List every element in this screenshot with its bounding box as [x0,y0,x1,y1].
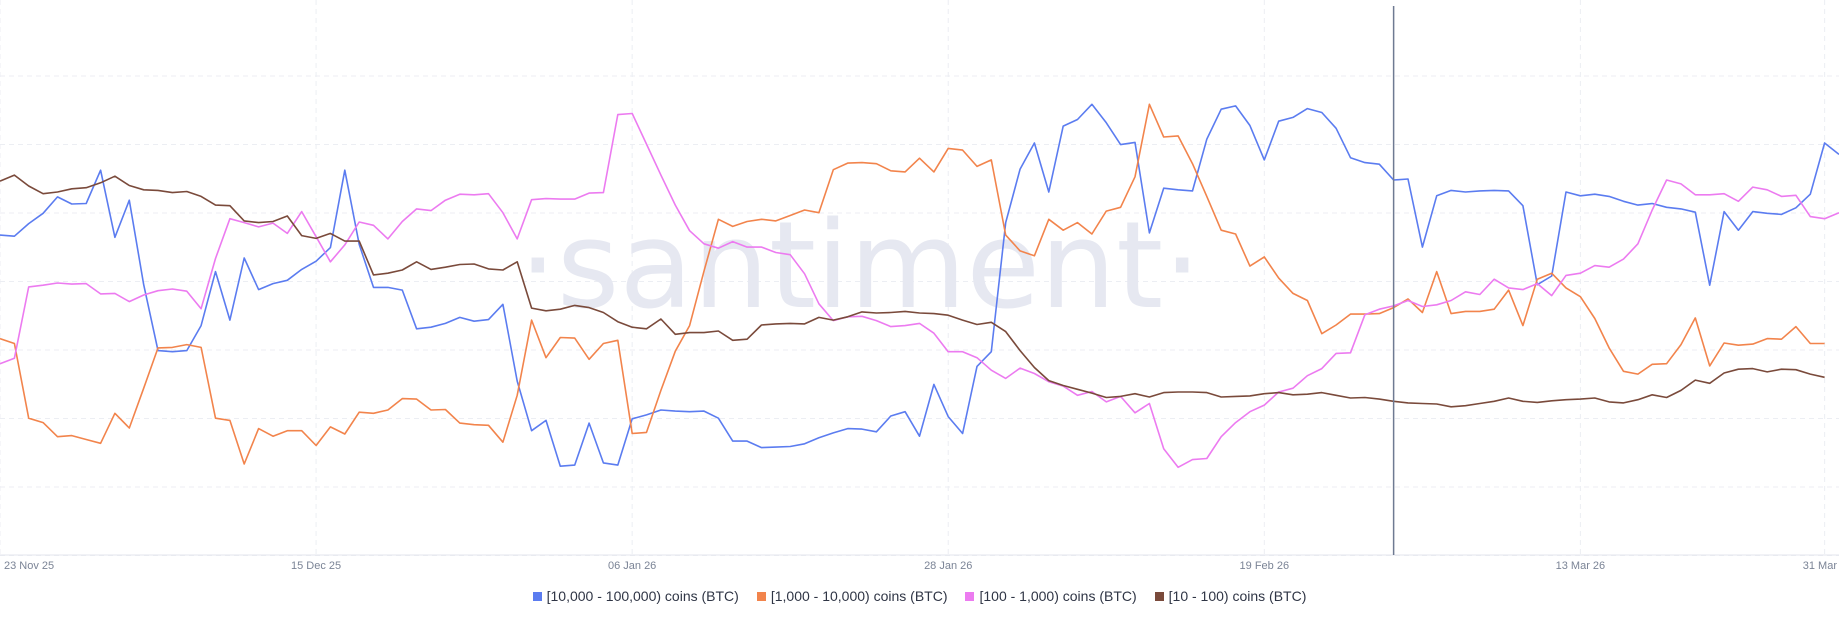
x-tick-label: 06 Jan 26 [608,560,656,572]
series-line-2 [0,112,1839,469]
series-line-3 [0,174,1825,408]
legend-item-3[interactable]: [10 - 100) coins (BTC) [1154,588,1307,604]
legend-label: [10,000 - 100,000) coins (BTC) [546,588,739,604]
x-axis: 23 Nov 25 15 Dec 25 06 Jan 26 28 Jan 26 19 F… [4,560,1837,572]
x-tick-label: 23 Nov 25 [4,560,54,572]
legend-item-2[interactable]: [100 - 1,000) coins (BTC) [965,588,1137,604]
x-tick-label: 19 Feb 26 [1240,560,1290,572]
series-line-0 [0,103,1839,468]
line-chart: ·santiment· 23 Nov 25 15 Dec 25 06 Jan 26 2… [0,0,1839,572]
legend-label: [100 - 1,000) coins (BTC) [979,588,1137,604]
legend-swatch [756,591,766,601]
x-tick-label: 15 Dec 25 [291,560,341,572]
legend-swatch [965,591,975,601]
series-layer [0,103,1839,469]
x-tick-label: 31 Mar [1803,560,1838,572]
x-tick-label: 28 Jan 26 [924,560,972,572]
legend-item-0[interactable]: [10,000 - 100,000) coins (BTC) [532,588,739,604]
santiment-watermark: ·santiment· [519,197,1202,336]
legend-label: [1,000 - 10,000) coins (BTC) [770,588,948,604]
chart-grid [0,0,1839,556]
legend-swatch [532,591,542,601]
legend-label: [10 - 100) coins (BTC) [1168,588,1307,604]
legend-item-1[interactable]: [1,000 - 10,000) coins (BTC) [756,588,948,604]
legend-swatch [1154,591,1164,601]
x-tick-label: 13 Mar 26 [1556,560,1606,572]
chart-legend: [10,000 - 100,000) coins (BTC) [1,000 - 1… [0,588,1839,604]
series-line-1 [0,103,1825,465]
